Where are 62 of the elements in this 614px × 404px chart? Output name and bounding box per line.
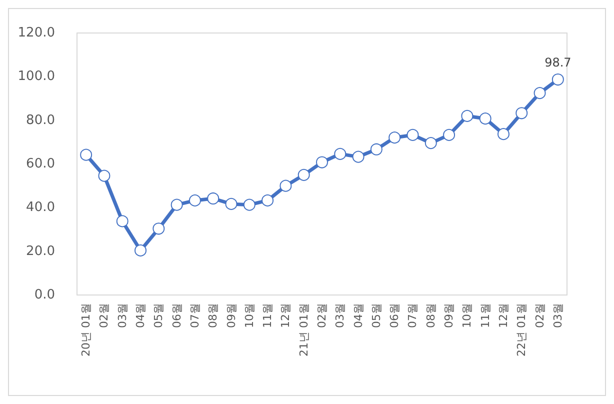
point <box>534 87 546 100</box>
point <box>225 198 238 210</box>
x-tick-label: 03월 <box>551 303 564 328</box>
point <box>188 194 201 206</box>
point <box>552 74 564 86</box>
x-tick-label: 04월 <box>134 303 148 328</box>
x-tick-label: 03월 <box>334 303 347 328</box>
x-tick-label: 02월 <box>316 303 328 328</box>
point <box>497 128 510 140</box>
x-tick-label: 22년 01월 <box>515 303 528 356</box>
point <box>280 180 292 192</box>
point <box>334 148 346 160</box>
x-tick-label: 21년 01월 <box>297 303 310 356</box>
x-tick-label: 11월 <box>261 303 274 328</box>
x-tick-label: 08월 <box>424 303 438 328</box>
y-tick-label: 0.0 <box>34 288 55 302</box>
x-tick-label: 09월 <box>442 303 456 328</box>
x-tick-label: 11월 <box>478 303 492 328</box>
point <box>262 194 274 206</box>
point <box>98 170 110 182</box>
y-tick-label: 100.0 <box>18 69 55 84</box>
point <box>207 192 220 204</box>
point <box>116 215 128 228</box>
x-tick-label: 08월 <box>206 303 220 328</box>
y-tick-label: 40.0 <box>26 200 55 216</box>
y-tick-label: 120.0 <box>18 26 55 40</box>
x-tick-label: 02월 <box>98 303 111 328</box>
point <box>479 112 492 125</box>
x-tick-label: 07월 <box>406 303 420 328</box>
x-tick-label: 10월 <box>242 303 256 328</box>
point <box>424 137 437 150</box>
point <box>516 107 528 120</box>
point <box>170 198 183 211</box>
point <box>134 244 147 256</box>
y-tick-label: 80.0 <box>26 112 55 128</box>
y-tick-label: 20.0 <box>26 244 55 259</box>
x-tick-label: 06월 <box>170 303 184 328</box>
point <box>298 168 310 181</box>
data-label: 98.7 <box>544 56 572 70</box>
point <box>406 128 419 141</box>
x-tick-label: 10월 <box>460 303 474 328</box>
y-tick-label: 60.0 <box>26 156 55 172</box>
point <box>370 143 382 156</box>
x-tick-label: 05월 <box>152 303 166 328</box>
x-tick-label: 09월 <box>224 303 238 328</box>
x-tick-label: 03월 <box>116 303 129 328</box>
point <box>388 132 401 144</box>
point <box>443 128 456 141</box>
point <box>243 198 256 211</box>
x-tick-label: 07월 <box>188 303 202 328</box>
x-tick-label: 20년 01월 <box>80 303 93 356</box>
point <box>352 150 364 163</box>
point <box>461 110 474 122</box>
x-tick-label: 02월 <box>533 303 546 328</box>
x-tick-label: 05월 <box>370 303 383 328</box>
point <box>316 156 328 168</box>
point <box>80 148 92 161</box>
x-tick-label: 06월 <box>388 303 402 328</box>
x-tick-label: 04월 <box>352 303 365 328</box>
x-tick-label: 12월 <box>279 303 292 328</box>
point <box>152 222 165 235</box>
x-tick-label: 12월 <box>496 303 510 328</box>
